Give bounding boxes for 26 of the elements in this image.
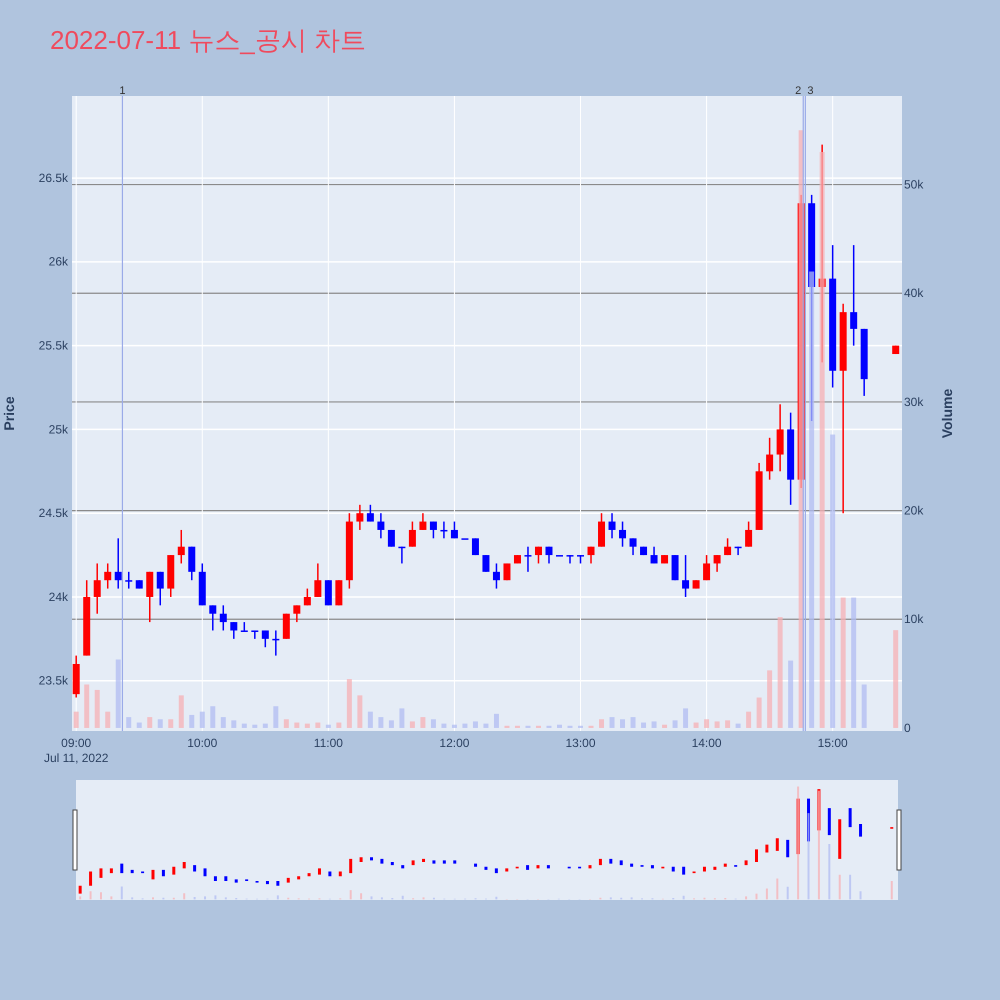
ref-line-label: 1 bbox=[119, 85, 126, 97]
y2-tick-label: 20k bbox=[904, 503, 924, 518]
y-tick-label: 26.5k bbox=[38, 170, 69, 185]
x-tick-label: 10:00 bbox=[187, 736, 218, 750]
x-tick-label: 09:00 Jul 11, 2022 bbox=[44, 736, 109, 765]
y-tick-label: 25k bbox=[48, 422, 69, 436]
y-tick-label: 26k bbox=[48, 254, 69, 269]
x-tick-label: 12:00 bbox=[439, 736, 470, 750]
y2-tick-label: 10k bbox=[904, 612, 924, 626]
y-tick-label: 25.5k bbox=[38, 338, 69, 352]
y-tick-label: 24k bbox=[48, 590, 69, 604]
y-tick-label: 23.5k bbox=[38, 674, 69, 688]
chart-title: 2022-07-11 뉴스_공시 차트 bbox=[50, 25, 366, 55]
x-tick-label: 15:00 bbox=[818, 736, 848, 750]
y2-tick-label: 30k bbox=[904, 394, 924, 409]
y2-axis-title: Volume bbox=[939, 388, 955, 438]
y-tick-label: 24.5k bbox=[38, 506, 69, 520]
y2-tick-label: 0 bbox=[904, 720, 911, 735]
y2-tick-label: 40k bbox=[904, 286, 924, 300]
ref-line-label: 3 bbox=[807, 85, 814, 97]
y-axis-title: Price bbox=[1, 396, 17, 431]
x-tick-label: 13:00 bbox=[565, 736, 596, 750]
x-tick-label: 14:00 bbox=[692, 736, 722, 750]
y2-tick-label: 50k bbox=[904, 177, 924, 192]
ref-line-label: 2 bbox=[795, 85, 802, 97]
x-tick-label: 11:00 bbox=[314, 736, 344, 750]
